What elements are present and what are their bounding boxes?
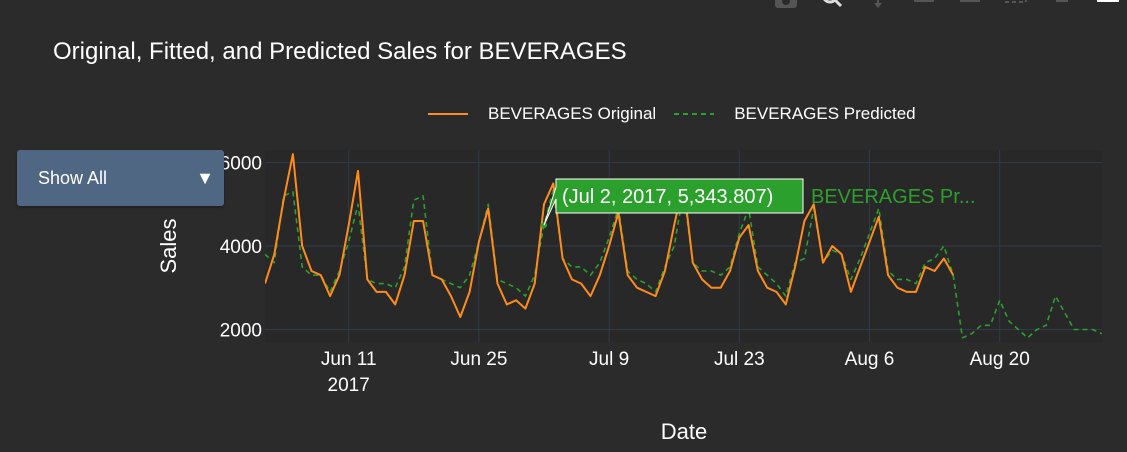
x-tick-year-label: 2017 bbox=[328, 375, 370, 396]
reset-axes-icon[interactable] bbox=[1049, 0, 1075, 10]
y-tick-label: 6000 bbox=[220, 154, 262, 175]
hover-label-box bbox=[543, 178, 804, 226]
chart-title: Original, Fitted, and Predicted Sales fo… bbox=[53, 38, 627, 65]
series-filter-dropdown[interactable]: Show All ▼ bbox=[17, 150, 224, 206]
x-tick-label: Jul 23 bbox=[714, 349, 765, 370]
hover-label-text: (Jul 2, 2017, 5,343.807) bbox=[562, 186, 773, 208]
legend-label-predicted: BEVERAGES Predicted bbox=[734, 104, 916, 123]
legend: BEVERAGES Original BEVERAGES Predicted bbox=[428, 104, 934, 124]
x-axis-title: Date bbox=[661, 419, 707, 444]
legend-label-original: BEVERAGES Original bbox=[488, 104, 657, 123]
legend-swatch-original bbox=[428, 113, 468, 115]
plotly-logo-icon[interactable] bbox=[1095, 0, 1121, 10]
hover-series-name: BEVERAGES Pr... bbox=[811, 186, 976, 208]
x-tick-label: Jun 11 bbox=[321, 349, 377, 370]
x-tick-label: Aug 20 bbox=[970, 349, 1030, 370]
legend-item-original[interactable]: BEVERAGES Original bbox=[428, 104, 656, 124]
chevron-down-icon: ▼ bbox=[196, 167, 214, 188]
legend-item-predicted[interactable]: BEVERAGES Predicted bbox=[674, 104, 916, 124]
autoscale-icon[interactable] bbox=[1003, 0, 1029, 10]
pan-icon[interactable] bbox=[865, 0, 891, 10]
zoom-out-icon[interactable] bbox=[957, 0, 983, 10]
zoom-in-icon[interactable] bbox=[911, 0, 937, 10]
x-tick-label: Aug 6 bbox=[845, 349, 895, 370]
dropdown-label: Show All bbox=[38, 167, 108, 188]
legend-swatch-predicted bbox=[674, 113, 715, 115]
y-axis-title: Sales bbox=[156, 218, 181, 273]
series-line-predicted[interactable] bbox=[265, 189, 1102, 339]
series-line-original[interactable] bbox=[265, 153, 955, 318]
x-tick-label: Jun 25 bbox=[450, 349, 507, 370]
y-tick-label: 2000 bbox=[220, 320, 262, 341]
x-tick-label: Jul 9 bbox=[589, 349, 629, 370]
zoom-icon[interactable] bbox=[819, 0, 845, 10]
camera-icon[interactable] bbox=[773, 0, 799, 10]
modebar bbox=[773, 0, 1121, 10]
y-tick-label: 4000 bbox=[220, 237, 262, 258]
